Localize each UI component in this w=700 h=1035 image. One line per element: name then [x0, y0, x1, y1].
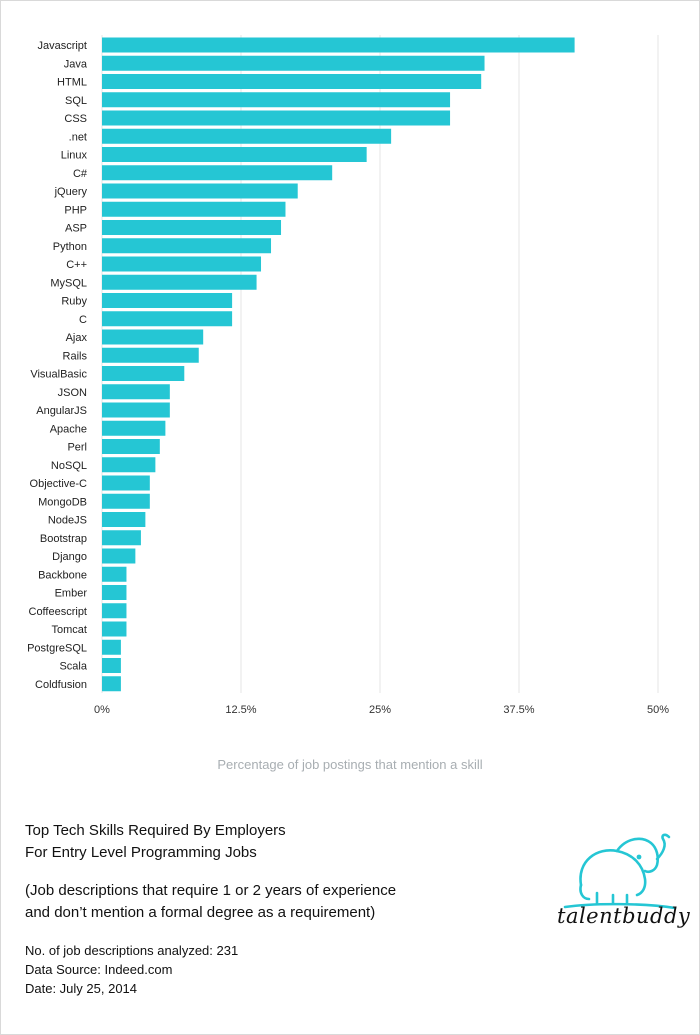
- footer-title: Top Tech Skills Required By Employers Fo…: [25, 820, 545, 864]
- bar-php: [102, 201, 286, 217]
- bar-c: [102, 256, 262, 272]
- bar-c: [102, 165, 333, 181]
- bar-ruby: [102, 293, 233, 308]
- data-source: Data Source: Indeed.com: [25, 962, 173, 977]
- bar-coffeescript: [102, 603, 127, 619]
- bar-tomcat: [102, 621, 127, 637]
- footer-meta: No. of job descriptions analyzed: 231 Da…: [25, 941, 545, 998]
- category-label: Perl: [67, 442, 87, 454]
- category-label: Ember: [55, 588, 88, 600]
- category-label: Tomcat: [52, 624, 87, 636]
- grid-lines: [101, 35, 659, 693]
- category-label: CSS: [64, 113, 87, 125]
- category-label: Apache: [50, 423, 87, 435]
- category-label: Ajax: [66, 332, 88, 344]
- category-label: NoSQL: [51, 460, 87, 472]
- category-label: Coffeescript: [29, 606, 88, 618]
- bar-coldfusion: [102, 676, 121, 692]
- category-label: Backbone: [38, 569, 87, 581]
- category-label: .net: [69, 131, 87, 143]
- footer-subtitle: (Job descriptions that require 1 or 2 ye…: [25, 880, 545, 924]
- bar-ember: [102, 585, 127, 600]
- bar-ajax: [102, 329, 204, 345]
- category-label: PostgreSQL: [27, 642, 87, 654]
- category-label: Java: [64, 58, 88, 70]
- footer: Top Tech Skills Required By Employers Fo…: [25, 820, 545, 998]
- category-label: Python: [53, 241, 87, 253]
- subtitle-line-2: and don’t mention a formal degree as a r…: [25, 904, 376, 921]
- bar-visualbasic: [102, 366, 185, 381]
- date: Date: July 25, 2014: [25, 981, 138, 996]
- category-label: SQL: [65, 95, 87, 107]
- x-tick-label: 0%: [94, 704, 110, 716]
- bar-linux: [102, 147, 367, 162]
- bar-backbone: [102, 566, 127, 582]
- category-label: Django: [52, 551, 87, 563]
- logo-wordmark: talentbuddy: [557, 904, 691, 928]
- category-label: Linux: [61, 150, 88, 162]
- bar-java: [102, 55, 485, 71]
- subtitle-line-1: (Job descriptions that require 1 or 2 ye…: [25, 882, 397, 899]
- bar-javascript: [102, 37, 575, 53]
- bar-net: [102, 128, 392, 144]
- bar-nodejs: [102, 512, 146, 527]
- bar-objective-c: [102, 475, 150, 491]
- bar-rails: [102, 347, 199, 363]
- title-line-1: Top Tech Skills Required By Employers: [25, 822, 286, 839]
- category-label: NodeJS: [48, 515, 87, 527]
- bar-json: [102, 384, 170, 400]
- category-label: Bootstrap: [40, 533, 87, 545]
- category-labels: Javascript Java HTML SQL CSS .net Linux C# jQuer…: [27, 40, 88, 691]
- category-label: VisualBasic: [30, 369, 87, 381]
- category-label: Objective-C: [30, 478, 88, 490]
- bar-perl: [102, 439, 160, 454]
- category-label: C#: [73, 168, 88, 180]
- x-tick-label: 37.5%: [503, 704, 534, 716]
- bar-django: [102, 548, 136, 564]
- bar-c: [102, 311, 233, 327]
- bar-mysql: [102, 274, 257, 290]
- bar-angularjs: [102, 402, 170, 418]
- x-tick-label: 25%: [369, 704, 391, 716]
- category-label: MongoDB: [38, 496, 87, 508]
- category-label: HTML: [57, 77, 87, 89]
- bar-jquery: [102, 183, 298, 199]
- category-label: C: [79, 314, 87, 326]
- bar-python: [102, 238, 272, 254]
- category-label: C++: [66, 259, 87, 271]
- bars: [102, 37, 575, 692]
- bar-nosql: [102, 457, 156, 473]
- x-axis-label: Percentage of job postings that mention …: [217, 757, 482, 772]
- x-tick-label: 12.5%: [225, 704, 256, 716]
- bar-html: [102, 74, 482, 89]
- bar-asp: [102, 220, 282, 235]
- category-label: ASP: [65, 223, 87, 235]
- category-label: jQuery: [54, 186, 88, 198]
- category-label: PHP: [64, 204, 87, 216]
- bar-sql: [102, 92, 451, 108]
- x-tick-label: 50%: [647, 704, 669, 716]
- title-line-2: For Entry Level Programming Jobs: [25, 844, 257, 861]
- bar-apache: [102, 420, 166, 436]
- bar-bootstrap: [102, 530, 141, 546]
- bar-scala: [102, 658, 121, 673]
- category-label: MySQL: [50, 277, 87, 289]
- bar-chart: Javascript Java HTML SQL CSS .net Linux C# jQuer…: [27, 35, 669, 772]
- bar-postgresql: [102, 639, 121, 655]
- analyzed-count: No. of job descriptions analyzed: 231: [25, 943, 239, 958]
- category-label: Ruby: [61, 296, 87, 308]
- bar-css: [102, 110, 451, 126]
- category-label: AngularJS: [36, 405, 87, 417]
- elephant-icon: [563, 833, 677, 910]
- category-label: JSON: [58, 387, 87, 399]
- x-axis-ticks: 0% 12.5% 25% 37.5% 50%: [94, 704, 669, 716]
- category-label: Javascript: [37, 40, 87, 52]
- category-label: Coldfusion: [35, 679, 87, 691]
- bar-mongodb: [102, 493, 150, 509]
- category-label: Rails: [63, 350, 88, 362]
- category-label: Scala: [59, 661, 87, 673]
